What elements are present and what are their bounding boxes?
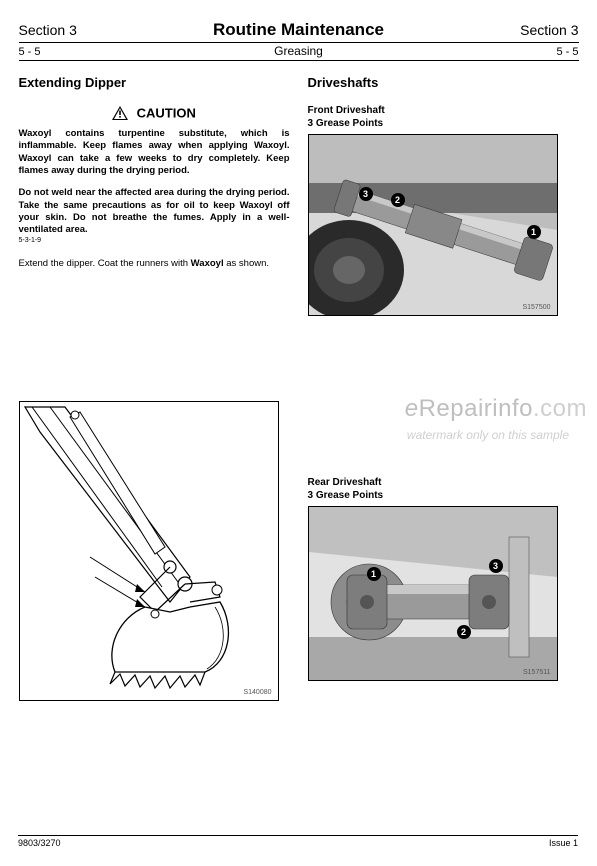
figure-dipper-ref: S140080 <box>243 689 271 696</box>
right-column: Driveshafts Front Driveshaft 3 Grease Po… <box>308 75 579 701</box>
footer-left: 9803/3270 <box>18 838 61 848</box>
figure-extending-dipper: S140080 <box>19 401 279 701</box>
front-driveshaft-line2: 3 Grease Points <box>308 118 384 129</box>
front-driveshaft-illustration <box>309 135 557 315</box>
figure-rear-driveshaft: 1 2 3 S157511 <box>308 506 558 681</box>
rear-driveshaft-heading: Rear Driveshaft 3 Grease Points <box>308 476 579 502</box>
warning-triangle-icon <box>112 106 128 120</box>
page-subheader: 5 - 5 Greasing 5 - 5 <box>19 43 579 61</box>
front-driveshaft-heading: Front Driveshaft 3 Grease Points <box>308 104 579 130</box>
footer-right: Issue 1 <box>549 838 578 848</box>
rear-driveshaft-line2: 3 Grease Points <box>308 490 384 501</box>
front-driveshaft-line1: Front Driveshaft <box>308 105 385 116</box>
watermark-brand: eRepairinfo.com <box>405 395 587 423</box>
instruction-bold: Waxoyl <box>191 258 224 269</box>
heading-driveshafts: Driveshafts <box>308 75 579 90</box>
instruction-text: Extend the dipper. Coat the runners with… <box>19 258 290 271</box>
subheader-right: 5 - 5 <box>556 46 578 58</box>
figure-rear-ref: S157511 <box>523 669 551 676</box>
header-title: Routine Maintenance <box>213 20 384 40</box>
instruction-part-a: Extend the dipper. Coat the runners with <box>19 258 191 269</box>
caution-paragraph-1: Waxoyl contains turpentine substitute, w… <box>19 128 290 177</box>
figure-front-ref: S157500 <box>522 304 550 311</box>
heading-extending-dipper: Extending Dipper <box>19 75 290 90</box>
callout-2-front: 2 <box>391 193 405 207</box>
caution-header: CAUTION <box>19 104 290 122</box>
instruction-part-b: as shown. <box>224 258 269 269</box>
watermark-subtext: watermark only on this sample <box>407 428 569 442</box>
caution-reference-code: 5-3-1-9 <box>19 237 290 244</box>
header-section-right: Section 3 <box>520 22 578 38</box>
dipper-illustration <box>20 402 278 700</box>
figure-front-driveshaft: 3 2 1 S157500 <box>308 134 558 316</box>
left-column: Extending Dipper CAUTION Waxoyl contains… <box>19 75 290 701</box>
callout-1-rear: 1 <box>367 567 381 581</box>
subheader-center: Greasing <box>274 44 323 58</box>
callout-2-rear: 2 <box>457 625 471 639</box>
callout-3-rear: 3 <box>489 559 503 573</box>
header-section-left: Section 3 <box>19 22 77 38</box>
rear-driveshaft-illustration <box>309 507 557 680</box>
caution-label: CAUTION <box>137 105 196 120</box>
rear-driveshaft-line1: Rear Driveshaft <box>308 477 382 488</box>
page-footer: 9803/3270 Issue 1 <box>18 835 578 848</box>
page-header: Section 3 Routine Maintenance Section 3 <box>19 20 579 43</box>
callout-3-front: 3 <box>359 187 373 201</box>
caution-paragraph-2: Do not weld near the affected area durin… <box>19 187 290 236</box>
callout-1-front: 1 <box>527 225 541 239</box>
subheader-left: 5 - 5 <box>19 46 41 58</box>
